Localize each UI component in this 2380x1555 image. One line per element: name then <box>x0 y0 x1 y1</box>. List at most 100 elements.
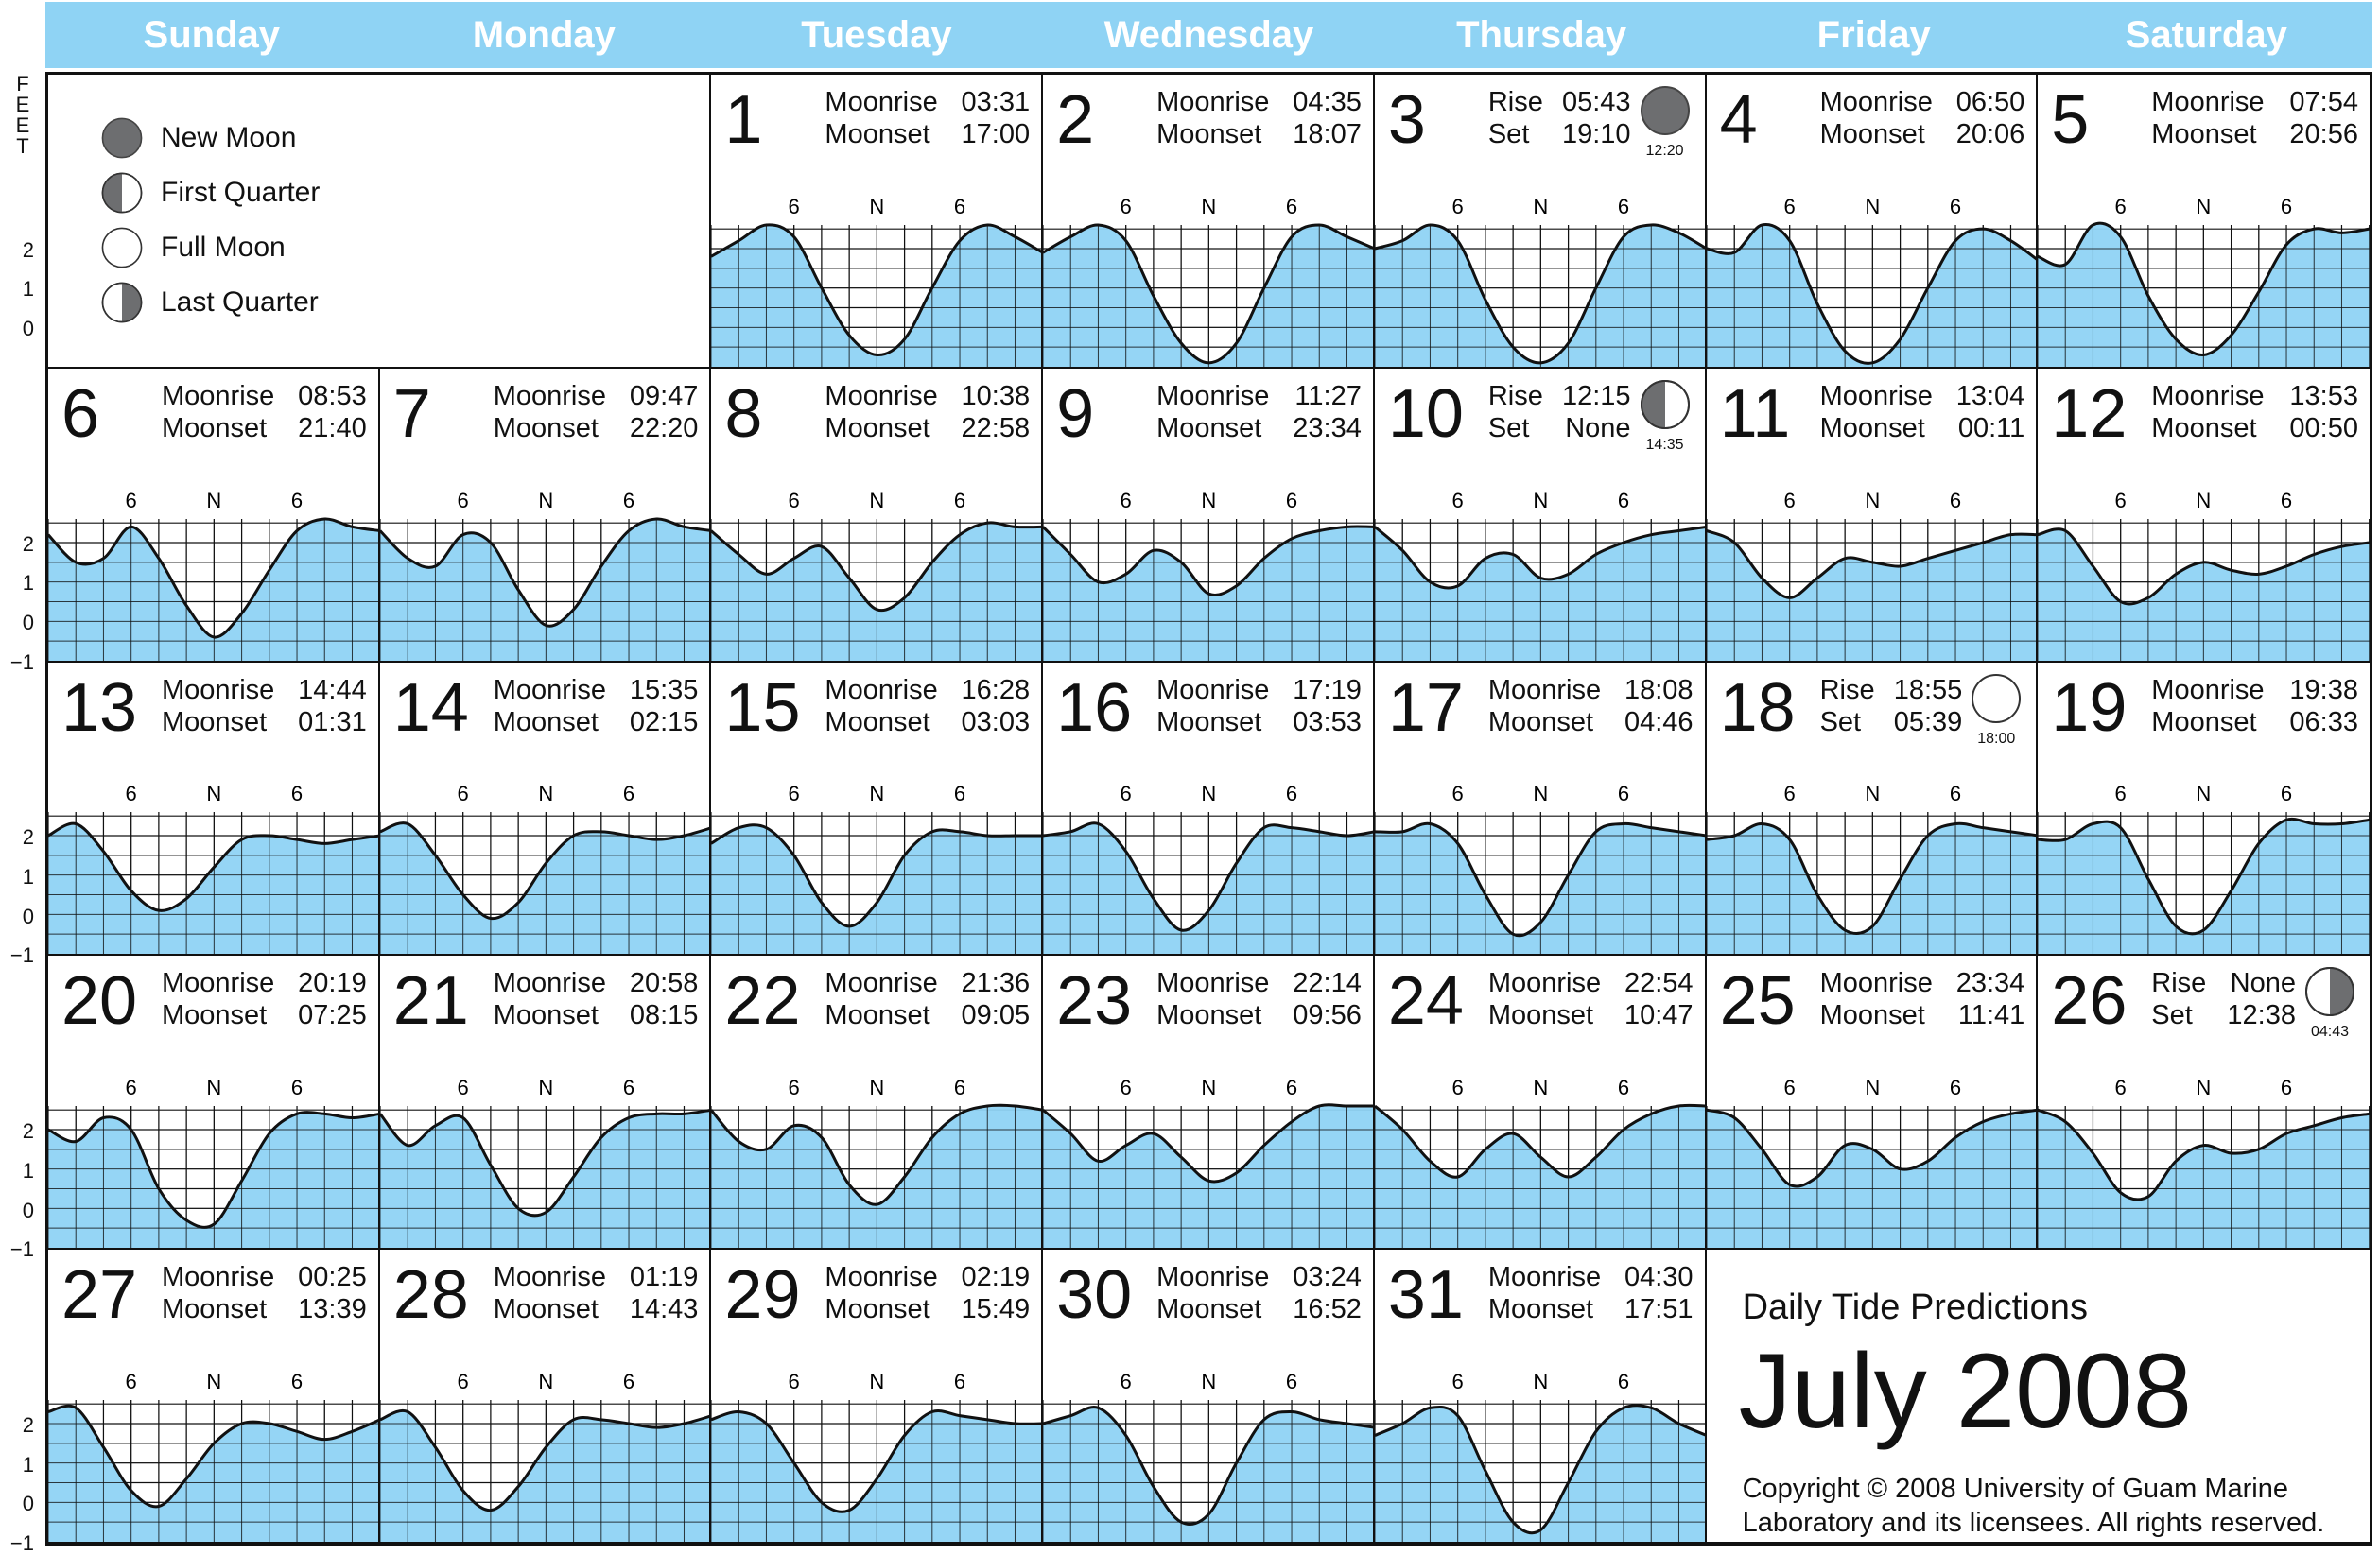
tide-area <box>48 518 378 661</box>
time-tick-label: N <box>206 1370 221 1393</box>
tide-area <box>1043 224 1373 367</box>
moonrise-label: Moonrise <box>2151 87 2265 117</box>
time-tick-label: 6 <box>1121 1076 1132 1099</box>
time-tick-label: N <box>1533 195 1548 218</box>
y-tick-label: 0 <box>22 1492 34 1516</box>
day-number: 21 <box>392 963 469 1040</box>
day-cell-26: 26 Rise None Set 12:38 04:43 6 N 6 <box>2038 956 2370 1251</box>
y-tick-label: 0 <box>22 904 34 928</box>
moonset-time: 11:41 <box>1957 1000 2025 1031</box>
time-tick-label: N <box>538 782 553 805</box>
tide-curve <box>1043 1103 1373 1184</box>
moonrise-row: Moonrise 19:38 <box>2151 674 2358 706</box>
moonrise-row: Moonrise 13:53 <box>2151 380 2358 412</box>
time-tick-label: 6 <box>457 782 468 805</box>
moon-phase-time: 14:35 <box>1645 436 1684 453</box>
time-tick-label: 6 <box>126 1076 137 1099</box>
moonrise-label: Moonrise <box>162 968 275 999</box>
day-cell-13: 13 Moonrise 14:44 Moonset 01:31 6 N 6 <box>48 662 380 957</box>
moonrise-time: 00:25 <box>298 1262 367 1293</box>
time-tick-label: 6 <box>1121 1370 1132 1393</box>
time-tick-label: N <box>2197 1076 2212 1099</box>
tide-plot: 6 N 6 <box>1043 1362 1373 1542</box>
day-cell-2: 2 Moonrise 04:35 Moonset 18:07 6 N 6 <box>1043 75 1375 369</box>
moonset-time: 08:15 <box>629 1000 699 1031</box>
moonset-label: Moonset <box>1819 119 1925 149</box>
y-tick-label: 1 <box>22 571 34 596</box>
moon-times: Moonrise 18:08 Moonset 04:46 <box>1488 674 1694 738</box>
moonrise-row: Moonrise 22:54 <box>1488 967 1694 999</box>
moonset-time: 02:15 <box>629 706 699 737</box>
tide-area <box>1374 1405 1705 1542</box>
moonrise-label: Moonrise <box>493 674 606 705</box>
tide-chart-svg: 6 N 6 <box>711 489 1042 661</box>
time-tick-label: 6 <box>954 1076 965 1099</box>
time-tick-label: N <box>1202 195 1217 218</box>
moonrise-row: Moonrise 13:04 <box>1820 380 2025 412</box>
moonset-time: 14:43 <box>629 1294 699 1325</box>
moonrise-time: 17:19 <box>1293 674 1362 705</box>
moon-shadow <box>1641 380 1665 428</box>
time-tick-label: N <box>1865 489 1880 512</box>
y-axis-labels: 2 1 0 <box>0 189 43 369</box>
moonset-time: 01:31 <box>298 706 367 737</box>
tide-chart-svg: 6 N 6 <box>1706 489 2037 661</box>
tide-plot: 6 N 6 <box>48 774 378 955</box>
moonrise-label: Moonrise <box>1819 968 1933 999</box>
y-tick-label: 1 <box>22 1158 34 1183</box>
moonset-label: Moonset <box>162 706 268 737</box>
moon-outline <box>1640 379 1690 429</box>
y-tick-label: 0 <box>22 1198 34 1222</box>
moonrise-row: Moonrise 09:47 <box>494 380 699 412</box>
day-cell-24: 24 Moonrise 22:54 Moonset 10:47 6 N 6 <box>1374 956 1707 1251</box>
moon-times: Rise 12:15 Set None <box>1488 380 1631 444</box>
day-cell-25: 25 Moonrise 23:34 Moonset 11:41 6 N 6 <box>1706 956 2039 1251</box>
moonrise-row: Moonrise 20:19 <box>162 967 367 999</box>
moonset-label: Moonset <box>1156 412 1262 443</box>
moon-times: Moonrise 13:04 Moonset 00:11 <box>1820 380 2025 444</box>
time-tick-label: N <box>538 1370 553 1393</box>
tide-area <box>1706 823 2037 955</box>
moon-times: Moonrise 20:19 Moonset 07:25 <box>162 967 367 1031</box>
moonset-row: Moonset 07:25 <box>162 999 367 1031</box>
time-tick-label: 6 <box>1286 1076 1297 1099</box>
moonrise-time: 10:38 <box>961 380 1031 411</box>
moonrise-time: 13:04 <box>1955 380 2025 411</box>
tide-plot: 6 N 6 <box>711 481 1042 661</box>
time-tick-label: 6 <box>457 489 468 512</box>
tide-chart-svg: 6 N 6 <box>379 1370 710 1542</box>
tide-plot: 6 N 6 <box>1706 481 2037 661</box>
day-cell-6: 6 Moonrise 08:53 Moonset 21:40 6 N 6 <box>48 368 380 663</box>
moonset-time: 19:10 <box>1561 119 1631 149</box>
moon-times: Moonrise 04:35 Moonset 18:07 <box>1156 86 1362 150</box>
time-tick-label: 6 <box>1783 195 1795 218</box>
moonset-time: 06:33 <box>2289 706 2358 737</box>
time-tick-label: 6 <box>126 782 137 805</box>
moonset-time: 07:25 <box>298 1000 367 1031</box>
tide-curve <box>1374 525 1705 590</box>
tide-plot: 6 N 6 <box>379 1362 710 1542</box>
time-tick-label: 6 <box>1286 1370 1297 1393</box>
time-tick-label: 6 <box>1949 782 1960 805</box>
time-tick-label: N <box>538 489 553 512</box>
moonrise-label: Moonrise <box>1156 1262 1270 1293</box>
tide-area <box>1374 526 1705 661</box>
tide-plot: 6 N 6 <box>711 774 1042 955</box>
day-cell-22: 22 Moonrise 21:36 Moonset 09:05 6 N 6 <box>711 956 1044 1251</box>
tide-area <box>1706 530 2037 661</box>
day-cell-20: 20 Moonrise 20:19 Moonset 07:25 6 N 6 <box>48 956 380 1251</box>
moonset-label: Moonset <box>2151 119 2257 149</box>
tide-chart-svg: 6 N 6 <box>2038 1076 2370 1249</box>
moon-disc <box>101 117 143 159</box>
time-tick-label: N <box>206 489 221 512</box>
moonrise-label: Moonrise <box>825 968 938 999</box>
tide-curve <box>379 1408 710 1512</box>
moonrise-time: None <box>2230 968 2296 999</box>
tide-chart-svg: 6 N 6 <box>1043 1370 1373 1542</box>
moonrise-label: Moonrise <box>825 1262 938 1293</box>
moonset-row: Moonset 00:11 <box>1820 412 2025 444</box>
moon-phase-time: 18:00 <box>1977 730 2016 747</box>
moonrise-label: Moonrise <box>493 968 606 999</box>
moonset-row: Moonset 06:33 <box>2151 706 2358 738</box>
time-tick-label: 6 <box>789 489 800 512</box>
